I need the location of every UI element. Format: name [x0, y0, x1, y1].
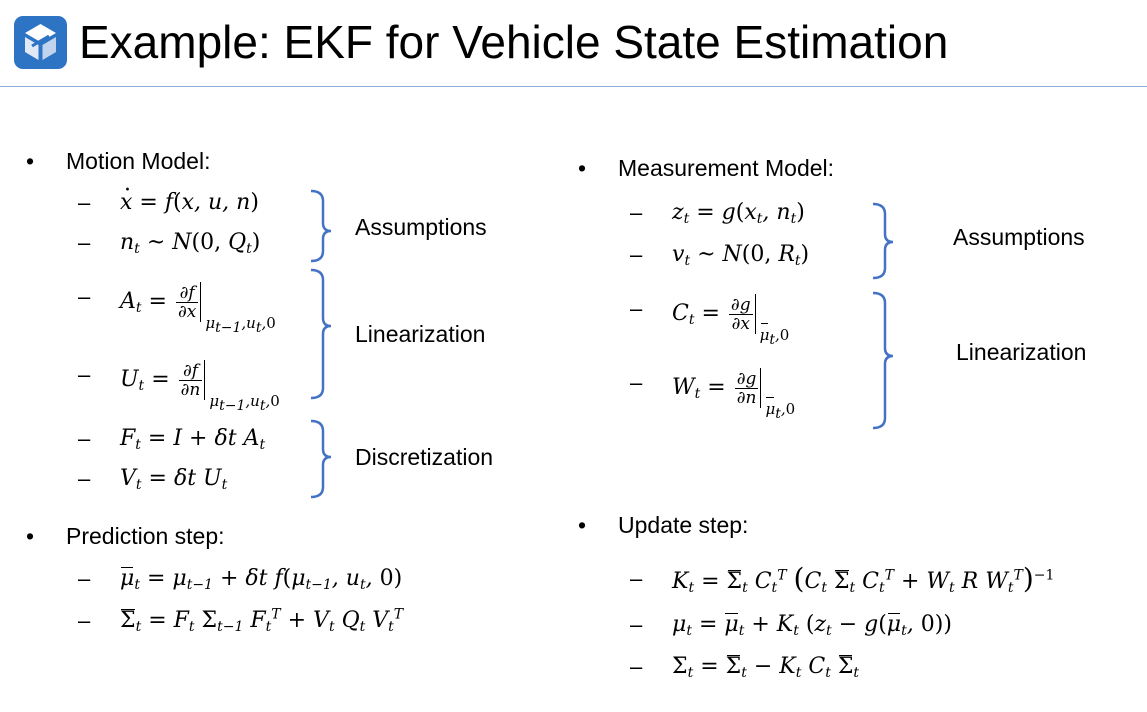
slide-title: Example: EKF for Vehicle State Estimatio…: [79, 16, 949, 68]
motion-model-heading: Motion Model:: [66, 148, 211, 174]
brace-linearization-left: [310, 268, 332, 400]
prediction-step-heading: Prediction step:: [66, 523, 225, 549]
label-discretization-left: Discretization: [355, 444, 494, 470]
cube-logo-icon: [14, 16, 67, 69]
label-assumptions-right: Assumptions: [953, 224, 1085, 250]
brace-linearization-right: [872, 291, 894, 430]
title-divider: [0, 86, 1147, 87]
brace-assumptions-right: [872, 202, 894, 280]
brace-assumptions-left: [310, 189, 332, 263]
measurement-model-heading: Measurement Model:: [618, 155, 835, 181]
label-assumptions-left: Assumptions: [355, 214, 487, 240]
update-step-heading: Update step:: [618, 512, 749, 538]
label-linearization-right: Linearization: [956, 339, 1087, 365]
brace-discretization-left: [310, 419, 332, 499]
label-linearization-left: Linearization: [355, 321, 486, 347]
logo: [14, 16, 67, 69]
